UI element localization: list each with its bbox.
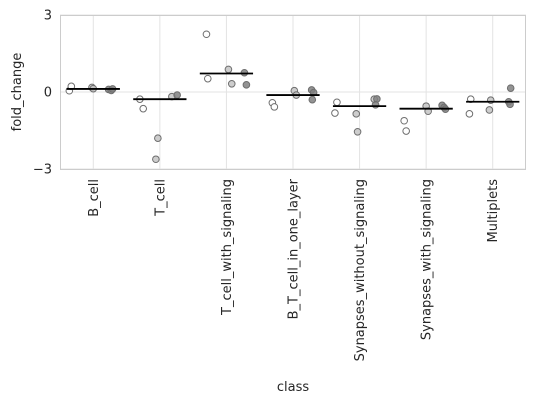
- data-point: [152, 155, 160, 164]
- y-tick-labels: −3 0 3: [33, 9, 52, 178]
- data-point: [400, 116, 408, 125]
- median-lines: [66, 72, 520, 110]
- data-point: [227, 79, 236, 88]
- x-tick-label: Synapses_without_signaling: [353, 179, 368, 361]
- y-tick-label: −3: [33, 163, 52, 178]
- x-tick-label: Synapses_with_signaling: [420, 179, 435, 340]
- x-tick-labels: B_cell T_cell T_cell_with_signaling B_T_cel…: [87, 178, 501, 361]
- data-point: [308, 95, 317, 104]
- data-point: [173, 91, 181, 99]
- y-tick-label: 3: [44, 9, 52, 24]
- data-point: [352, 110, 361, 118]
- x-tick-label: B_T_cell_in_one_layer: [287, 178, 302, 319]
- data-point: [371, 101, 380, 109]
- data-point: [465, 110, 474, 118]
- data-point: [154, 134, 162, 142]
- data-point: [202, 30, 211, 39]
- y-axis-label: fold_change: [10, 53, 25, 132]
- data-point: [203, 74, 212, 83]
- data-point: [242, 81, 251, 89]
- data-point: [402, 127, 410, 135]
- data-point: [353, 127, 362, 136]
- plot-frame: [60, 15, 526, 170]
- data-point: [485, 106, 494, 114]
- data-points: [65, 30, 515, 164]
- data-point: [333, 98, 341, 107]
- y-tick-label: 0: [44, 86, 52, 101]
- data-point: [139, 104, 148, 113]
- x-tick-label: T_cell: [153, 179, 168, 217]
- data-point: [506, 84, 515, 92]
- data-point: [331, 109, 339, 117]
- x-tick-label: T_cell_with_signaling: [220, 179, 235, 316]
- data-point: [224, 65, 233, 74]
- x-tick-label: B_cell: [87, 179, 102, 217]
- data-point: [270, 103, 279, 111]
- x-tick-label: Multiplets: [486, 179, 501, 243]
- x-axis-label: class: [277, 380, 309, 395]
